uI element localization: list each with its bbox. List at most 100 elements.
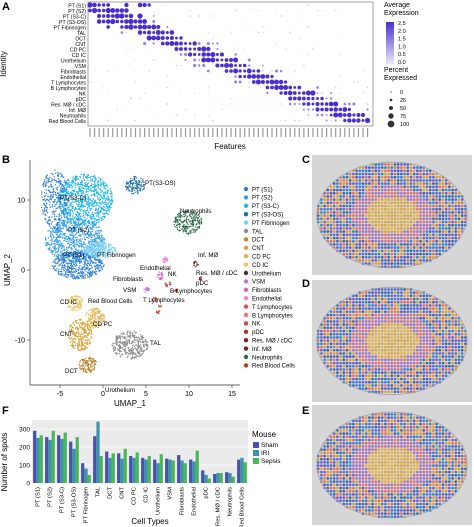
expression-dot bbox=[139, 37, 141, 39]
umap-point bbox=[61, 272, 63, 275]
umap-point bbox=[138, 347, 140, 350]
umap-point bbox=[90, 369, 92, 371]
umap-point bbox=[102, 197, 104, 200]
umap-point bbox=[87, 196, 89, 198]
spatial-spot bbox=[393, 182, 397, 185]
umap-point bbox=[137, 192, 139, 195]
spatial-spot bbox=[390, 172, 394, 176]
umap-xlabel: UMAP_1 bbox=[114, 399, 147, 408]
umap-point bbox=[51, 172, 53, 175]
umap-point bbox=[83, 178, 85, 180]
expression-dot bbox=[348, 102, 351, 106]
expression-dot bbox=[362, 92, 364, 94]
expression-dot bbox=[171, 87, 173, 88]
umap-point bbox=[94, 258, 96, 261]
umap-point bbox=[73, 278, 75, 280]
expression-dot bbox=[293, 70, 296, 72]
umap-point bbox=[70, 271, 73, 273]
umap-point bbox=[103, 318, 105, 320]
umap-point bbox=[90, 190, 93, 193]
expression-dot bbox=[226, 26, 227, 28]
umap-point bbox=[88, 176, 90, 179]
umap-point bbox=[69, 260, 72, 262]
umap-point bbox=[144, 340, 146, 343]
feature-tick-label bbox=[326, 128, 328, 137]
umap-point bbox=[44, 179, 46, 181]
expression-dot bbox=[103, 92, 105, 94]
expression-dot bbox=[316, 97, 319, 100]
umap-point bbox=[65, 276, 68, 278]
expression-dot bbox=[311, 102, 315, 106]
expression-dot bbox=[147, 24, 152, 30]
umap-point bbox=[54, 249, 56, 252]
umap-point bbox=[79, 227, 81, 229]
umap-point bbox=[73, 254, 76, 256]
umap-point bbox=[97, 316, 100, 318]
umap-point bbox=[57, 250, 60, 252]
expression-dot bbox=[301, 96, 306, 101]
umap-point bbox=[107, 189, 110, 191]
expression-dot bbox=[97, 3, 101, 7]
umap-point bbox=[80, 260, 82, 262]
umap-legend-entry: T Lymphocytes bbox=[252, 305, 292, 311]
umap-point bbox=[105, 197, 108, 199]
umap-point bbox=[99, 193, 101, 196]
umap-point bbox=[71, 206, 73, 208]
expression-dot bbox=[156, 25, 161, 29]
umap-point bbox=[60, 228, 63, 230]
feature-tick-label bbox=[189, 128, 191, 137]
umap-point bbox=[68, 197, 71, 199]
umap-point bbox=[62, 222, 64, 224]
spatial-spot bbox=[390, 179, 394, 182]
umap-point bbox=[120, 350, 122, 353]
feature-tick-label bbox=[289, 128, 291, 137]
spatial-spot bbox=[342, 182, 346, 185]
umap-point bbox=[57, 200, 60, 202]
umap-point bbox=[192, 225, 194, 227]
umap-point bbox=[97, 180, 100, 183]
expression-dot bbox=[251, 74, 257, 79]
umap-point bbox=[87, 198, 89, 200]
spatial-spot bbox=[348, 188, 352, 192]
umap-point bbox=[85, 264, 87, 266]
umap-point bbox=[77, 307, 79, 309]
umap-point bbox=[89, 209, 92, 211]
umap-point bbox=[96, 243, 98, 245]
umap-point bbox=[113, 248, 115, 251]
umap-point bbox=[93, 181, 96, 183]
umap-point bbox=[182, 225, 184, 227]
umap-point bbox=[160, 271, 163, 274]
umap-point bbox=[75, 295, 77, 297]
expression-dot bbox=[189, 10, 191, 11]
umap-point bbox=[140, 181, 142, 184]
expression-dot bbox=[175, 64, 178, 67]
umap-point bbox=[135, 348, 137, 350]
umap-point bbox=[65, 269, 68, 271]
umap-point bbox=[97, 199, 99, 201]
umap-point bbox=[75, 243, 77, 245]
expression-dot bbox=[289, 31, 292, 34]
umap-point bbox=[54, 184, 56, 186]
umap-point bbox=[128, 350, 131, 353]
umap-legend-entry: Red Blood Cells bbox=[252, 364, 295, 370]
spatial-spot bbox=[425, 182, 429, 185]
umap-point bbox=[65, 248, 67, 250]
umap-point bbox=[101, 196, 103, 198]
expression-dot bbox=[155, 35, 161, 41]
umap-point bbox=[73, 222, 75, 224]
umap-point bbox=[88, 244, 91, 247]
umap-point bbox=[46, 180, 48, 182]
umap-point bbox=[78, 266, 80, 268]
expression-dot bbox=[243, 69, 247, 73]
umap-point bbox=[179, 224, 181, 226]
umap-point bbox=[187, 219, 190, 221]
spatial-spot bbox=[358, 185, 362, 189]
umap-point bbox=[85, 176, 87, 179]
umap-point bbox=[96, 264, 98, 266]
umap-point bbox=[84, 197, 87, 199]
expression-dot bbox=[212, 15, 214, 17]
umap-point bbox=[176, 225, 178, 227]
umap-point bbox=[140, 338, 143, 340]
spatial-spot bbox=[329, 188, 333, 192]
umap-point bbox=[93, 190, 95, 193]
